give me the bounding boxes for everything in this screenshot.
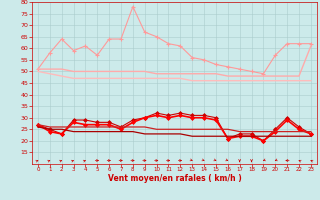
X-axis label: Vent moyen/en rafales ( km/h ): Vent moyen/en rafales ( km/h ) xyxy=(108,174,241,183)
